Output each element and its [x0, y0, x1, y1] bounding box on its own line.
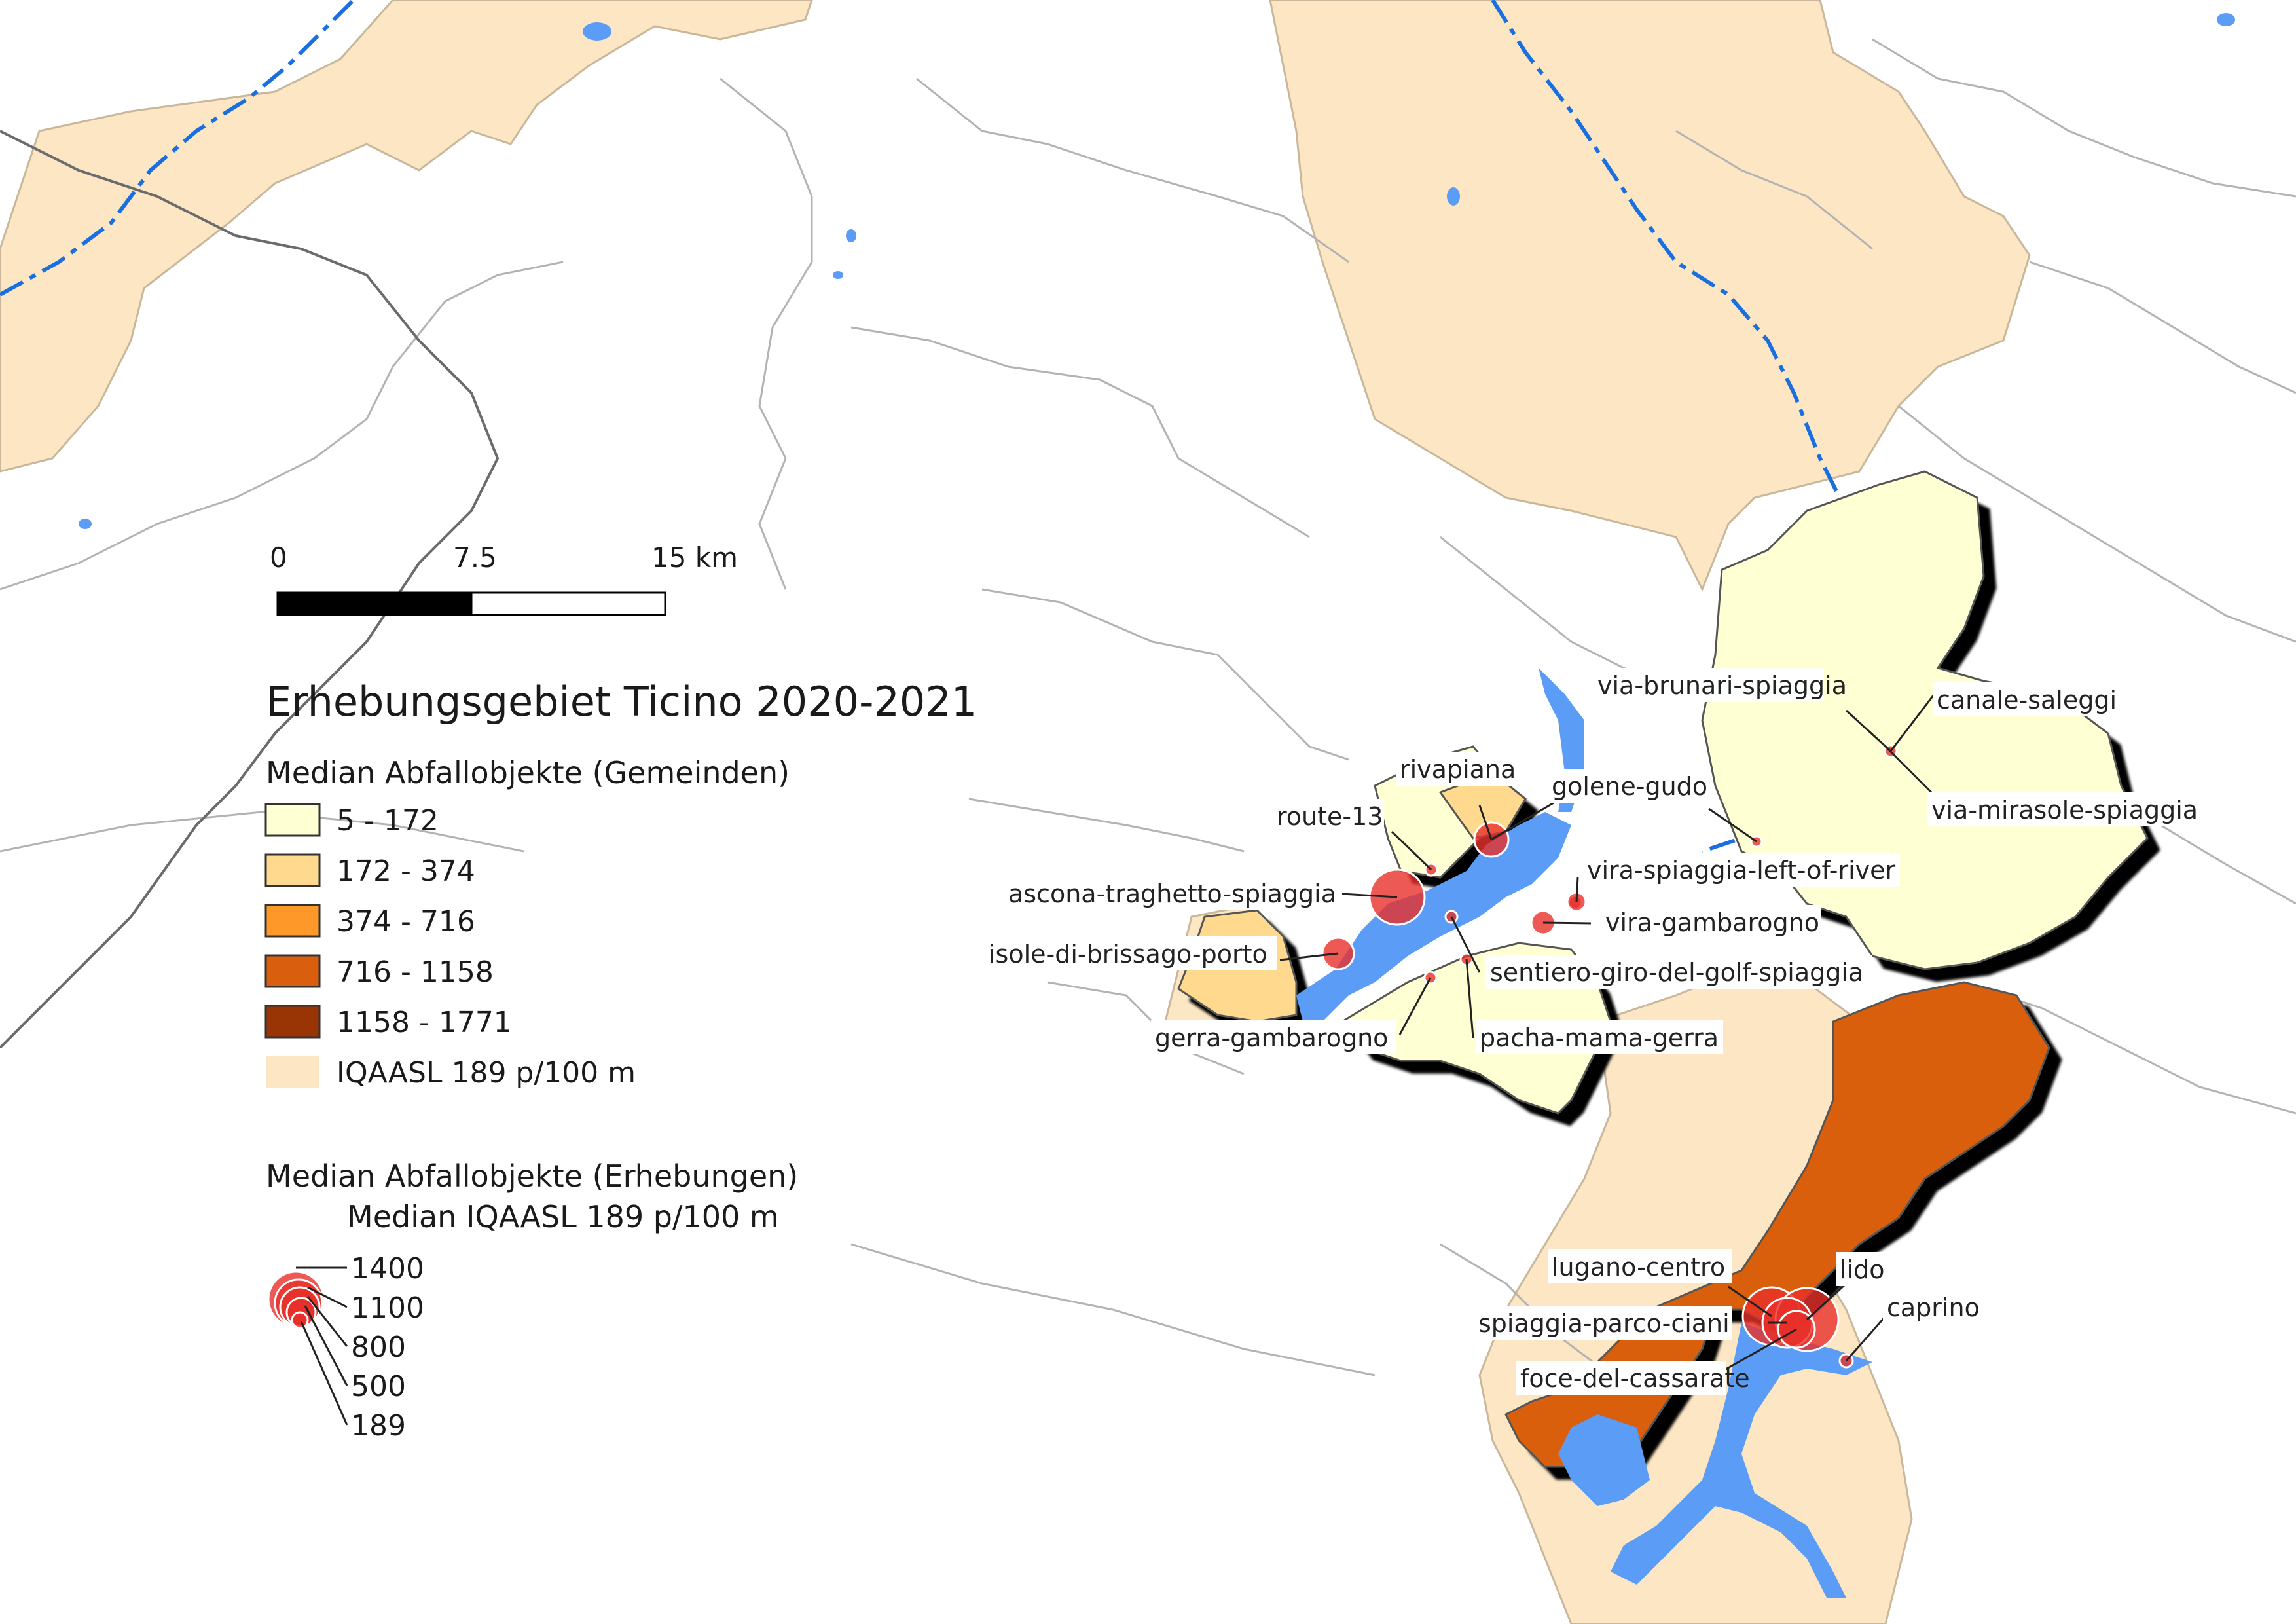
svg-text:716 - 1158: 716 - 1158: [337, 955, 494, 989]
legend-title: Erhebungsgebiet Ticino 2020-2021: [266, 678, 977, 726]
svg-text:172 - 374: 172 - 374: [337, 855, 475, 888]
legend-size-500: 500: [351, 1370, 406, 1403]
country-border: [0, 130, 500, 1049]
svg-text:spiaggia-parco-ciani: spiaggia-parco-ciani: [1478, 1309, 1730, 1338]
svg-text:1158 - 1771: 1158 - 1771: [337, 1006, 512, 1039]
svg-text:via-mirasole-spiaggia: via-mirasole-spiaggia: [1931, 796, 2198, 824]
scale-tick-0: 0: [270, 542, 287, 574]
lake-lugano: [1611, 1323, 1872, 1598]
svg-text:via-brunari-spiaggia: via-brunari-spiaggia: [1597, 671, 1847, 700]
lake-lugano-west: [1558, 1414, 1650, 1506]
svg-text:canale-saleggi: canale-saleggi: [1937, 686, 2117, 714]
label-foce-del-cassarate: foce-del-cassarate: [1516, 1361, 1750, 1395]
svg-text:ascona-traghetto-spiaggia: ascona-traghetto-spiaggia: [1008, 879, 1336, 908]
municipality-bellinzona: [1701, 470, 2149, 970]
label-spiaggia-parco-ciani: spiaggia-parco-ciani: [1474, 1306, 1732, 1340]
legend-size-leaders: [296, 1266, 348, 1426]
svg-text:vira-spiaggia-left-of-river: vira-spiaggia-left-of-river: [1587, 856, 1895, 885]
svg-text:5 - 172: 5 - 172: [337, 804, 439, 838]
label-via-brunari-spiaggia: via-brunari-spiaggia: [1594, 668, 1847, 702]
label-route-13: route-13: [1273, 799, 1384, 833]
river-ticino: [0, 0, 355, 297]
label-lido: lido: [1836, 1252, 1891, 1286]
legend-size-189: 189: [351, 1409, 406, 1443]
legend-municipality-heading: Median Abfallobjekte (Gemeinden): [266, 755, 790, 790]
legend-class-iqaasl: IQAASL 189 p/100 m: [266, 1056, 636, 1090]
svg-text:pacha-mama-gerra: pacha-mama-gerra: [1480, 1024, 1719, 1052]
label-canale-saleggi: canale-saleggi: [1933, 682, 2117, 716]
svg-text:rivapiana: rivapiana: [1400, 755, 1516, 784]
site-labels: via-brunari-spiaggia canale-saleggi via-…: [985, 668, 2204, 1395]
legend-class-3: 374 - 716: [264, 904, 475, 938]
river-ticino-east: [1491, 0, 1914, 853]
lake-maggiore: [1296, 812, 1571, 1022]
svg-text:golene-gudo: golene-gudo: [1552, 772, 1707, 801]
north-west-region: [0, 0, 813, 473]
small-lakes: [79, 13, 2235, 529]
legend-size-1100: 1100: [351, 1291, 424, 1325]
label-caprino: caprino: [1883, 1290, 1988, 1324]
legend-size-800: 800: [351, 1331, 406, 1364]
north-region: [1269, 0, 2031, 592]
scale-bar: 0 7.5 15 km: [270, 542, 738, 616]
label-rivapiana: rivapiana: [1396, 752, 1516, 786]
legend-survey-heading: Median Abfallobjekte (Erhebungen): [266, 1158, 798, 1194]
svg-text:lugano-centro: lugano-centro: [1552, 1253, 1725, 1282]
svg-text:caprino: caprino: [1887, 1293, 1980, 1322]
svg-text:vira-gambarogno: vira-gambarogno: [1605, 908, 1819, 937]
label-pacha-mama-gerra: pacha-mama-gerra: [1476, 1020, 1723, 1054]
scale-tick-mid: 7.5: [453, 542, 497, 574]
label-golene-gudo: golene-gudo: [1548, 769, 1707, 803]
legend-survey-subheading: Median IQAASL 189 p/100 m: [347, 1199, 779, 1234]
svg-text:route-13: route-13: [1277, 802, 1383, 831]
label-vira-spiaggia-left-of-river: vira-spiaggia-left-of-river: [1583, 853, 1900, 887]
legend-class-4: 716 - 1158: [264, 954, 494, 989]
svg-text:isole-di-brissago-porto: isole-di-brissago-porto: [989, 940, 1267, 969]
svg-text:foce-del-cassarate: foce-del-cassarate: [1520, 1364, 1750, 1393]
scale-tick-end: 15 km: [651, 542, 738, 574]
label-lugano-centro: lugano-centro: [1548, 1249, 1732, 1283]
svg-text:374 - 716: 374 - 716: [337, 905, 475, 938]
label-vira-gambarogno: vira-gambarogno: [1601, 905, 1821, 939]
legend-size-symbols: [267, 1270, 325, 1329]
svg-text:gerra-gambarogno: gerra-gambarogno: [1155, 1024, 1388, 1052]
svg-text:lido: lido: [1840, 1255, 1885, 1284]
label-gerra-gambarogno: gerra-gambarogno: [1151, 1020, 1396, 1054]
legend: Erhebungsgebiet Ticino 2020-2021 Median …: [264, 678, 977, 1443]
legend-class-2: 172 - 374: [264, 853, 475, 888]
label-ascona-traghetto-spiaggia: ascona-traghetto-spiaggia: [1004, 876, 1338, 910]
legend-class-1: 5 - 172: [264, 803, 439, 838]
label-via-mirasole-spiaggia: via-mirasole-spiaggia: [1927, 792, 2204, 826]
label-sentiero-giro-del-golf-spiaggia: sentiero-giro-del-golf-spiaggia: [1486, 955, 1872, 989]
label-leaders: [1279, 692, 1952, 1376]
svg-text:sentiero-giro-del-golf-spiaggi: sentiero-giro-del-golf-spiaggia: [1490, 958, 1863, 987]
svg-text:IQAASL 189 p/100 m: IQAASL 189 p/100 m: [337, 1056, 636, 1090]
legend-size-1400: 1400: [351, 1252, 424, 1285]
legend-class-5: 1158 - 1771: [264, 1005, 512, 1039]
label-isole-di-brissago-porto: isole-di-brissago-porto: [985, 936, 1277, 970]
